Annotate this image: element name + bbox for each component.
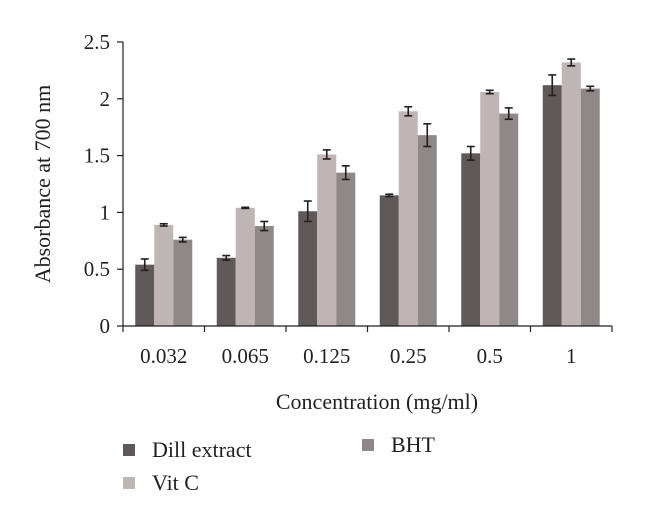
bar xyxy=(154,224,174,326)
bar xyxy=(580,88,600,327)
bar xyxy=(216,257,236,326)
legend-swatch xyxy=(362,439,374,451)
error-bar xyxy=(423,122,432,148)
x-tick-label: 0.5 xyxy=(477,344,503,368)
bar xyxy=(235,207,255,326)
error-bar xyxy=(466,145,475,161)
x-tick-label: 0.065 xyxy=(222,344,269,368)
x-axis-title: Concentration (mg/ml) xyxy=(276,389,478,414)
error-bar xyxy=(485,89,494,95)
bar xyxy=(298,211,318,326)
error-bar xyxy=(504,107,513,121)
legend-item: BHT xyxy=(362,432,436,457)
error-bar xyxy=(159,222,168,227)
x-tick-label: 0.032 xyxy=(140,344,187,368)
error-bar xyxy=(303,200,312,223)
legend-swatch xyxy=(123,444,135,456)
legend-item: Dill extract xyxy=(123,437,252,462)
bar xyxy=(561,62,581,327)
error-bar xyxy=(222,254,231,261)
y-tick-label: 0.5 xyxy=(84,257,110,281)
bar xyxy=(461,153,481,326)
y-tick-label: 0 xyxy=(100,314,111,338)
error-bar xyxy=(404,105,413,117)
error-bar xyxy=(241,206,250,210)
bar xyxy=(417,135,437,326)
bar xyxy=(173,239,193,326)
bars-layer xyxy=(135,58,600,327)
legend-label: Vit C xyxy=(152,470,199,495)
y-axis-title: Absorbance at 700 nm xyxy=(30,85,55,284)
bar xyxy=(317,154,337,326)
error-bar xyxy=(322,149,331,160)
error-bar xyxy=(385,193,394,198)
bar xyxy=(379,195,399,326)
bar xyxy=(398,111,418,327)
error-bar xyxy=(140,258,149,272)
error-bar xyxy=(341,165,350,181)
x-tick-label: 1 xyxy=(566,344,577,368)
legend-item: Vit C xyxy=(123,470,199,495)
legend-swatch xyxy=(123,477,135,489)
y-tick-label: 2.5 xyxy=(84,30,110,54)
labels-layer: 0 0.5 1 1.5 2 2.5 0.032 0.065 0.125 0.25 0.5 1 xyxy=(84,30,577,368)
error-bar xyxy=(586,85,595,92)
bar xyxy=(499,113,519,327)
bar xyxy=(336,172,356,326)
axes-layer xyxy=(117,41,613,332)
bar xyxy=(542,85,562,326)
error-bar xyxy=(260,220,269,232)
y-tick-label: 2 xyxy=(100,87,111,111)
y-tick-label: 1 xyxy=(100,200,111,224)
bar xyxy=(254,226,274,326)
y-tick-label: 1.5 xyxy=(84,144,110,168)
legend-label: BHT xyxy=(391,432,436,457)
error-bar xyxy=(178,236,187,243)
bar xyxy=(480,91,500,326)
error-bar xyxy=(567,58,576,67)
bar xyxy=(135,264,155,326)
x-tick-label: 0.125 xyxy=(303,344,350,368)
x-tick-label: 0.25 xyxy=(390,344,427,368)
legend-label: Dill extract xyxy=(152,437,252,462)
error-bar xyxy=(548,74,557,97)
legend: Dill extract Vit C BHT xyxy=(123,432,436,495)
